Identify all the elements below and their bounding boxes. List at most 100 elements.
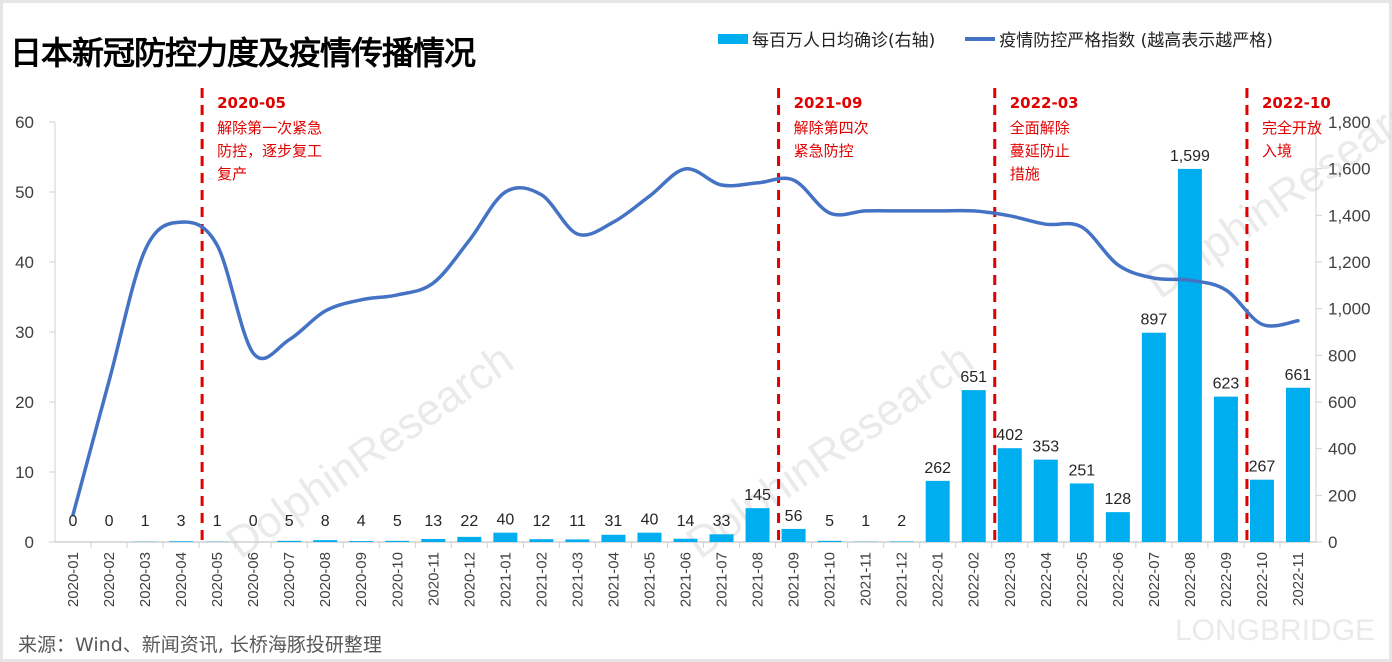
bar[interactable] [493, 532, 518, 542]
bar-data-label: 623 [1213, 376, 1240, 393]
x-axis-tick-label: 2021-01 [497, 552, 514, 607]
annotation-text: 解除第四次 [794, 119, 869, 137]
bar-data-label: 8 [321, 513, 330, 530]
right-axis-tick-label: 1,600 [1328, 160, 1371, 179]
bar-data-label: 0 [105, 513, 114, 530]
x-axis-tick-label: 2020-05 [209, 552, 226, 607]
x-axis-tick-label: 2022-07 [1146, 552, 1163, 607]
bar-data-label: 22 [460, 513, 478, 530]
bar[interactable] [817, 540, 842, 542]
annotation-text: 全面解除 [1010, 119, 1070, 137]
x-axis-tick-label: 2020-04 [173, 552, 190, 607]
bar-data-label: 1 [861, 513, 870, 530]
x-axis-tick-label: 2020-08 [317, 552, 334, 607]
bar[interactable] [313, 540, 338, 542]
bar-data-label: 4 [357, 513, 366, 530]
annotation-date: 2022-03 [1010, 94, 1079, 112]
x-axis-tick-label: 2022-09 [1218, 552, 1235, 607]
bar[interactable] [169, 541, 194, 542]
bar[interactable] [1105, 512, 1130, 542]
bar[interactable] [1033, 459, 1058, 542]
right-axis-tick-label: 1,000 [1328, 300, 1371, 319]
bar[interactable] [1285, 387, 1310, 542]
bar-data-label: 661 [1285, 367, 1312, 384]
bar[interactable] [349, 541, 374, 542]
legend-bar-swatch [718, 33, 748, 44]
x-axis-tick-label: 2020-06 [245, 552, 262, 607]
x-axis-tick-label: 2020-02 [101, 552, 118, 607]
right-axis-tick-label: 1,400 [1328, 206, 1371, 225]
watermark-text: DolphinResearch [218, 334, 523, 568]
bar-data-label: 128 [1104, 491, 1131, 508]
bar-data-label: 3 [177, 513, 186, 530]
annotation-text: 蔓延防止 [1010, 142, 1070, 160]
bar-data-label: 0 [69, 513, 78, 530]
legend-item-bar[interactable]: 每百万人日均确诊(右轴) [718, 26, 935, 51]
annotation-date: 2022-10 [1262, 94, 1331, 112]
bar[interactable] [385, 540, 410, 542]
bar[interactable] [637, 532, 662, 542]
x-axis-tick-label: 2021-06 [678, 552, 695, 607]
bar[interactable] [925, 480, 950, 542]
chart-legend: 每百万人日均确诊(右轴) 疫情防控严格指数 (越高表示越严格) [718, 26, 1303, 51]
right-axis-tick-label: 800 [1328, 346, 1356, 365]
legend-bar-label: 每百万人日均确诊(右轴) [752, 31, 936, 51]
bar[interactable] [781, 528, 806, 542]
x-axis-tick-label: 2022-04 [1038, 552, 1055, 607]
legend-line-swatch [965, 36, 996, 41]
bar[interactable] [1141, 332, 1166, 542]
bar-data-label: 1,599 [1170, 148, 1210, 165]
x-axis-tick-label: 2021-10 [822, 552, 839, 607]
bar[interactable] [457, 536, 482, 542]
bar[interactable] [529, 539, 554, 542]
annotation-text: 防控，逐步复工 [217, 142, 322, 160]
x-axis-tick-label: 2020-10 [389, 552, 406, 607]
x-axis-tick-label: 2021-08 [750, 552, 767, 607]
bar[interactable] [565, 539, 590, 542]
bar-data-label: 0 [249, 513, 258, 530]
bar-data-label: 1 [141, 513, 150, 530]
x-axis-tick-label: 2020-11 [425, 552, 442, 606]
x-axis-tick-label: 2021-05 [641, 552, 658, 607]
bar-data-label: 33 [713, 513, 731, 530]
x-axis-tick-label: 2022-01 [930, 552, 947, 607]
x-axis-tick-label: 2021-07 [714, 552, 731, 607]
bar-data-label: 1 [213, 513, 222, 530]
x-axis-tick-label: 2021-04 [605, 552, 622, 607]
bar[interactable] [745, 508, 770, 542]
x-axis-tick-label: 2020-01 [65, 552, 82, 607]
chart-frame [3, 3, 1389, 659]
legend-item-line[interactable]: 疫情防控严格指数 (越高表示越严格) [965, 26, 1273, 51]
bar[interactable] [277, 540, 302, 542]
bar-data-label: 14 [677, 513, 695, 530]
bar[interactable] [421, 538, 446, 542]
bar[interactable] [1177, 168, 1202, 542]
bar-data-label: 145 [744, 487, 771, 504]
bar-data-label: 13 [424, 513, 442, 530]
x-axis-tick-label: 2022-10 [1254, 552, 1271, 607]
bar[interactable] [1249, 479, 1274, 542]
x-axis-tick-label: 2021-11 [858, 552, 875, 606]
bar[interactable] [1213, 396, 1238, 542]
bar[interactable] [961, 390, 986, 542]
left-axis-tick-label: 50 [15, 183, 34, 202]
bar[interactable] [601, 534, 626, 542]
bar-data-label: 267 [1249, 459, 1276, 476]
bar-data-label: 262 [924, 460, 951, 477]
left-axis-tick-label: 20 [15, 393, 34, 412]
right-axis-tick-label: 200 [1328, 486, 1356, 505]
x-axis-tick-label: 2022-02 [966, 552, 983, 607]
annotation-text: 入境 [1262, 142, 1292, 160]
strictness-index-line[interactable] [71, 167, 1300, 517]
x-axis-tick-label: 2021-03 [569, 552, 586, 607]
left-axis-tick-label: 0 [25, 533, 34, 552]
bar[interactable] [1069, 483, 1094, 542]
x-axis-tick-label: 2022-03 [1002, 552, 1019, 607]
bar-data-label: 5 [393, 513, 402, 530]
bar[interactable] [997, 448, 1022, 542]
bar-data-label: 40 [641, 512, 659, 529]
bar[interactable] [709, 534, 734, 542]
x-axis-tick-label: 2021-02 [533, 552, 550, 607]
bar[interactable] [673, 538, 698, 542]
